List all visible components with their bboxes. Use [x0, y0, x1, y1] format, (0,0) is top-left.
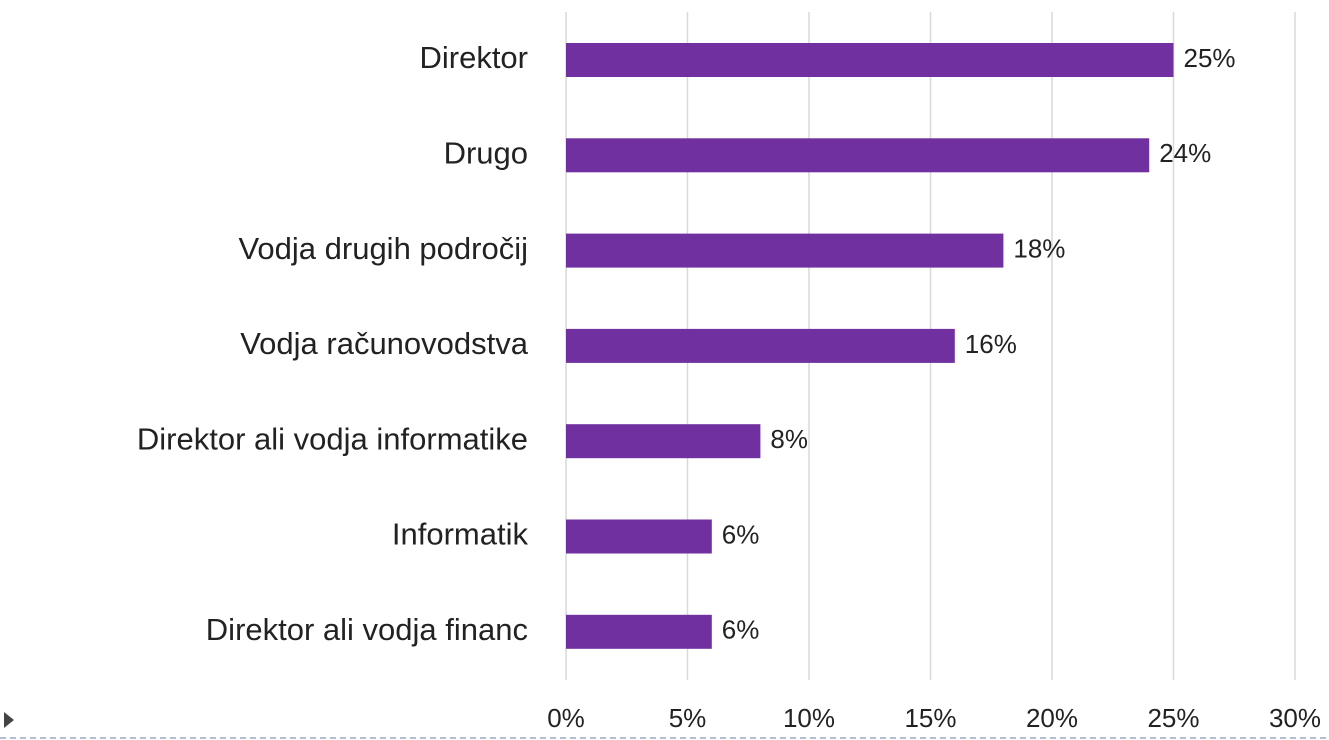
data-label: 24%	[1159, 138, 1211, 168]
data-label: 18%	[1013, 233, 1065, 263]
y-tick-label: Direktor ali vodja financ	[206, 612, 528, 647]
data-label: 25%	[1184, 43, 1236, 73]
x-tick-label: 15%	[904, 703, 956, 733]
y-tick-label: Vodja računovodstva	[240, 326, 529, 361]
x-tick-label: 20%	[1026, 703, 1078, 733]
data-label: 6%	[722, 615, 760, 645]
y-tick-label: Direktor	[419, 40, 528, 75]
bullet-icon	[4, 712, 14, 728]
x-tick-label: 10%	[783, 703, 835, 733]
bar	[566, 424, 761, 459]
y-tick-label: Drugo	[444, 135, 528, 170]
bar	[566, 519, 712, 554]
x-tick-label: 25%	[1147, 703, 1199, 733]
data-label: 16%	[965, 329, 1017, 359]
x-tick-label: 30%	[1269, 703, 1321, 733]
data-label: 6%	[722, 519, 760, 549]
bar	[566, 614, 712, 649]
bar	[566, 233, 1004, 268]
x-tick-label: 0%	[547, 703, 585, 733]
bar	[566, 138, 1150, 173]
bar	[566, 43, 1174, 77]
bar	[566, 328, 955, 363]
data-label: 8%	[770, 424, 808, 454]
y-tick-label: Informatik	[392, 517, 529, 552]
y-tick-label: Direktor ali vodja informatike	[137, 421, 528, 456]
y-tick-label: Vodja drugih področij	[238, 231, 528, 266]
x-tick-label: 5%	[669, 703, 707, 733]
